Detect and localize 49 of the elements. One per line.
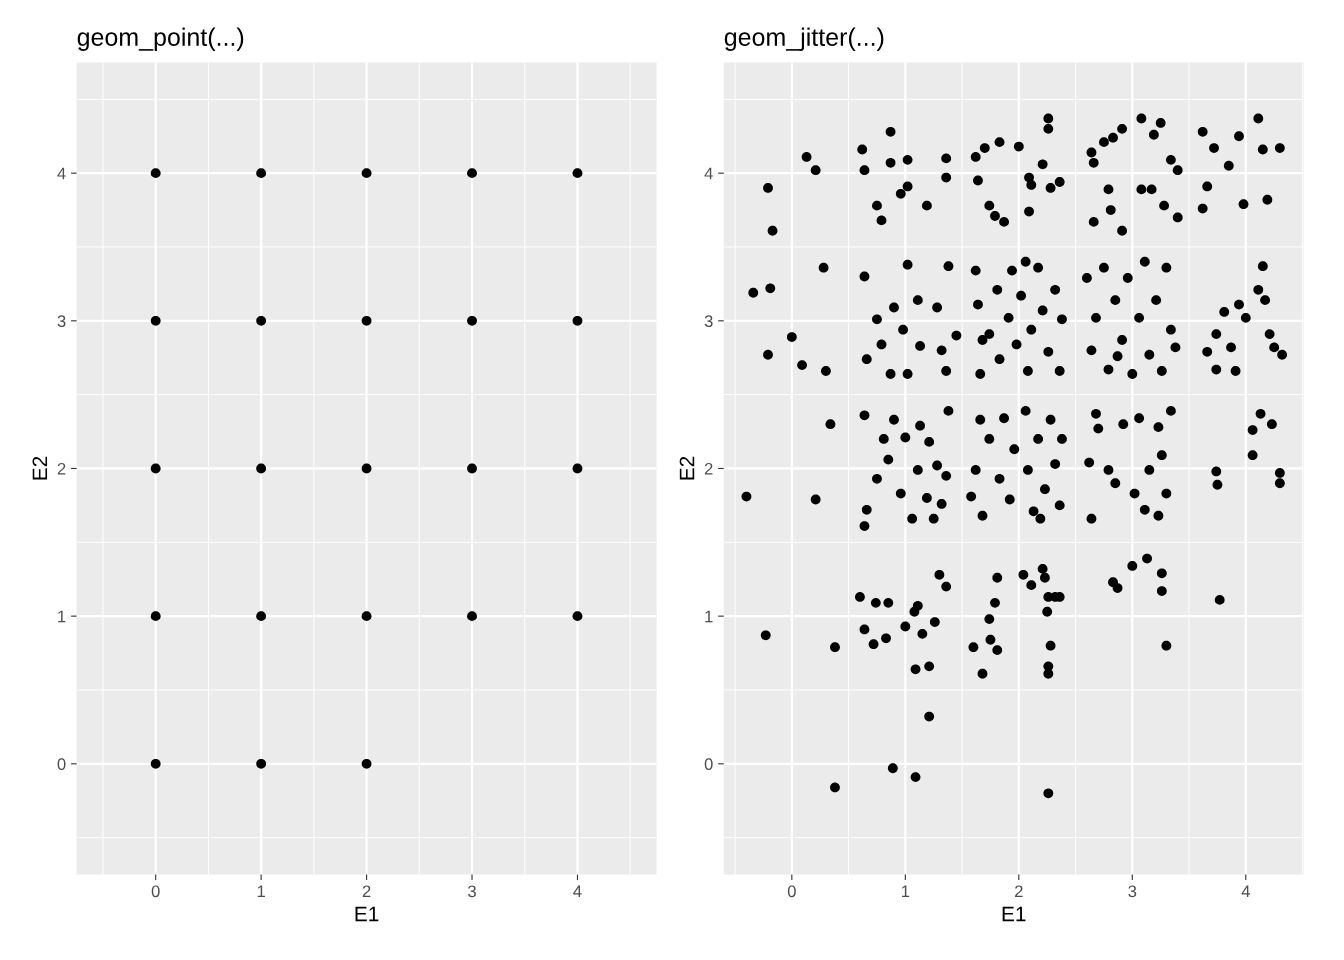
y-tick-label: 1 [58, 610, 66, 623]
point [150, 315, 161, 326]
point [572, 611, 583, 622]
point [256, 315, 267, 326]
point [361, 168, 372, 179]
chart-title: geom_jitter(...) [724, 27, 884, 51]
point [150, 611, 161, 622]
x-tick-label: 4 [1241, 885, 1250, 898]
x-tick-label: 3 [1128, 885, 1137, 898]
chart-title: geom_point(...) [77, 27, 244, 51]
x-tick-label: 1 [257, 885, 265, 898]
point [256, 168, 267, 179]
x-tick-label: 0 [151, 885, 160, 898]
point [150, 168, 161, 179]
point [361, 758, 372, 769]
y-axis-title: E2 [679, 456, 695, 480]
point [572, 315, 583, 326]
point [256, 463, 267, 474]
x-tick-label: 2 [1015, 885, 1023, 898]
y-tick-label: 3 [57, 315, 66, 328]
y-axis-title: E2 [32, 456, 48, 480]
y-tick-label: 0 [57, 758, 66, 771]
point [150, 758, 161, 769]
y-tick-label: 3 [704, 315, 713, 328]
y-tick-label: 4 [704, 167, 713, 180]
point [572, 168, 583, 179]
point [361, 611, 372, 622]
point [256, 758, 267, 769]
x-axis-title: E1 [355, 906, 379, 922]
point [361, 463, 372, 474]
point [467, 168, 477, 179]
y-tick-label: 2 [704, 462, 713, 475]
x-tick-label: 1 [901, 885, 910, 898]
point [150, 463, 161, 474]
y-tick-label: 4 [57, 167, 66, 180]
x-tick-label: 3 [468, 885, 476, 898]
point [467, 315, 477, 326]
x-tick-label: 0 [787, 885, 796, 898]
point [256, 611, 267, 622]
y-tick-label: 1 [705, 610, 713, 623]
x-tick-label: 2 [362, 885, 371, 898]
point [361, 315, 372, 326]
x-axis-title: E1 [1002, 906, 1026, 922]
point [572, 463, 583, 474]
x-tick-label: 4 [573, 885, 582, 898]
point [467, 463, 477, 474]
y-tick-label: 2 [57, 462, 66, 475]
y-tick-label: 0 [704, 758, 713, 771]
point [467, 611, 477, 622]
